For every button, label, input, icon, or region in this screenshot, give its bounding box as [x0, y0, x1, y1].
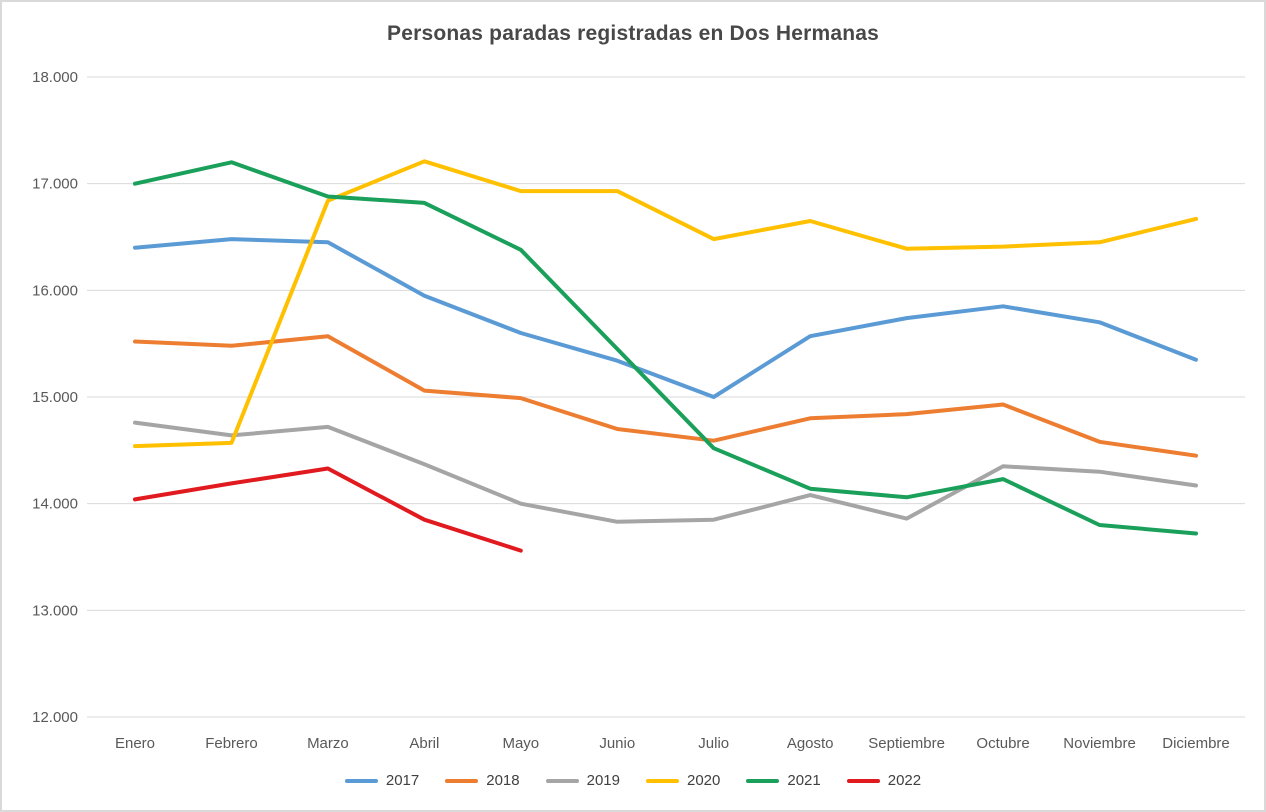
x-tick-label: Mayo — [502, 735, 539, 752]
legend-swatch-2017 — [344, 778, 378, 783]
series-line-2022 — [133, 466, 523, 553]
legend-swatch-2022 — [846, 778, 880, 783]
x-tick-label: Julio — [698, 735, 729, 752]
chart-legend: 2017 2018 2019 2020 2021 2022 — [2, 772, 1264, 789]
legend-swatch-2021 — [746, 778, 780, 783]
series-line-2020 — [133, 159, 1198, 449]
x-tick-label: Febrero — [205, 735, 258, 752]
legend-label: 2019 — [586, 772, 620, 789]
y-tick-label: 18.000 — [32, 69, 78, 86]
series-line-2018 — [133, 334, 1198, 458]
x-tick-label: Diciembre — [1162, 735, 1230, 752]
legend-item-2017: 2017 — [344, 772, 420, 789]
y-tick-label: 16.000 — [32, 282, 78, 299]
x-tick-label: Agosto — [787, 735, 834, 752]
x-tick-label: Junio — [599, 735, 635, 752]
y-tick-label: 17.000 — [32, 176, 78, 193]
legend-item-2021: 2021 — [746, 772, 821, 789]
x-tick-label: Marzo — [307, 735, 349, 752]
legend-item-2022: 2022 — [846, 772, 922, 789]
x-tick-label: Septiembre — [868, 735, 945, 752]
series-line-2021 — [133, 160, 1198, 536]
legend-item-2019: 2019 — [545, 772, 620, 789]
y-tick-label: 14.000 — [32, 496, 78, 513]
x-tick-label: Noviembre — [1063, 735, 1136, 752]
legend-label: 2018 — [486, 772, 520, 789]
legend-swatch-2019 — [545, 778, 579, 783]
legend-item-2018: 2018 — [445, 772, 520, 789]
legend-swatch-2020 — [646, 778, 679, 783]
y-tick-label: 13.000 — [32, 602, 78, 619]
legend-label: 2022 — [887, 772, 922, 789]
series-line-2017 — [133, 237, 1198, 399]
x-tick-label: Octubre — [976, 735, 1029, 752]
series-line-2019 — [133, 420, 1198, 524]
x-tick-label: Abril — [409, 735, 439, 752]
legend-label: 2020 — [687, 772, 721, 789]
x-tick-label: Enero — [115, 735, 155, 752]
y-tick-label: 15.000 — [32, 389, 78, 406]
legend-label: 2021 — [787, 772, 821, 789]
legend-item-2020: 2020 — [646, 772, 720, 789]
y-tick-label: 12.000 — [32, 709, 78, 726]
legend-swatch-2018 — [445, 778, 479, 783]
chart-title: Personas paradas registradas en Dos Herm… — [386, 22, 880, 45]
legend-label: 2017 — [385, 772, 420, 789]
